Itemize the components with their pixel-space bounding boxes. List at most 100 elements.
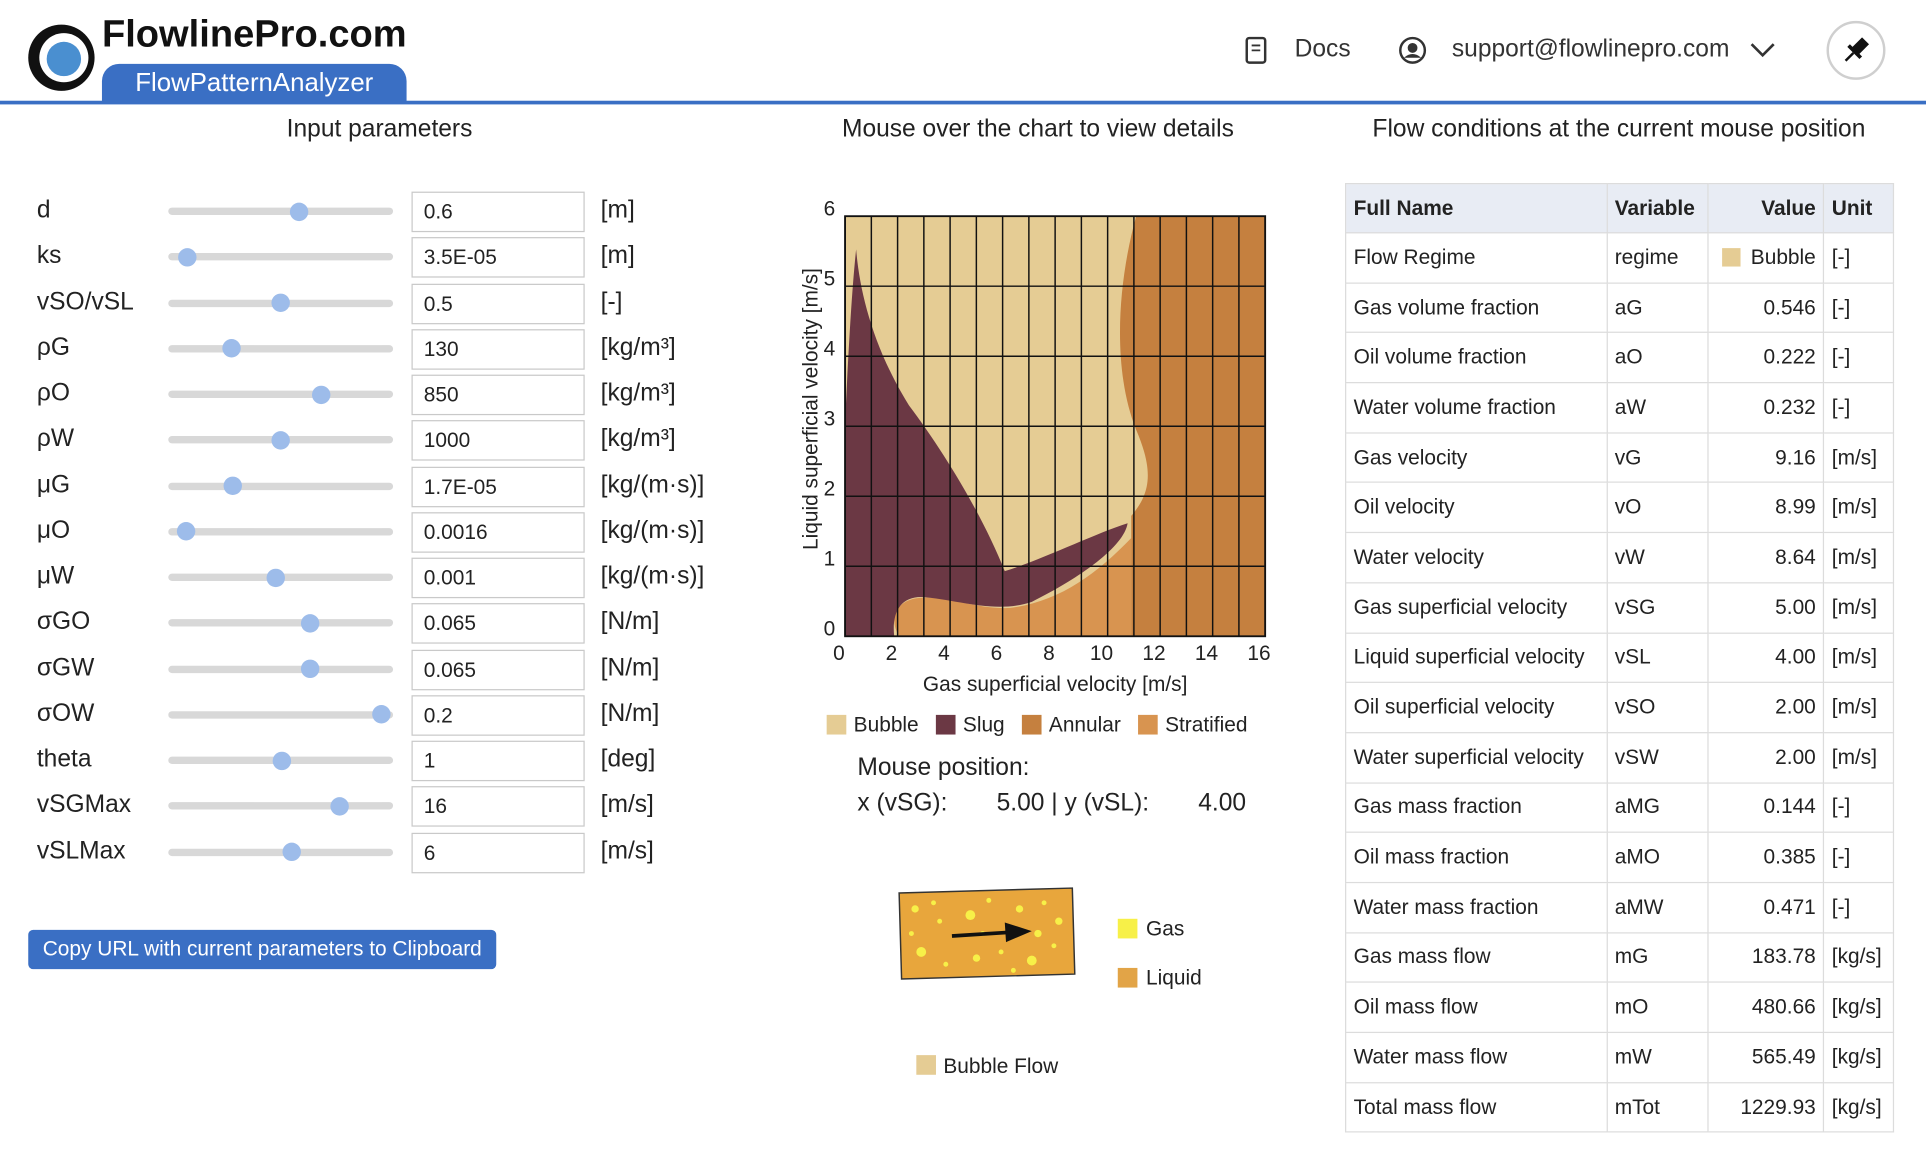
- table-cell: 183.78: [1707, 931, 1825, 984]
- param-unit: [N/m]: [600, 608, 660, 636]
- table-cell: [m/s]: [1823, 731, 1895, 784]
- param-unit: [m]: [600, 196, 635, 224]
- table-row: Gas mass flow mG 183.78 [kg/s]: [1345, 931, 1895, 984]
- slider[interactable]: [168, 527, 394, 536]
- param-input[interactable]: 0.065: [411, 649, 585, 690]
- param-input[interactable]: 130: [411, 328, 585, 370]
- account-link[interactable]: support@flowlinepro.com: [1451, 35, 1730, 63]
- column-header: Value: [1707, 183, 1825, 234]
- slider[interactable]: [168, 253, 394, 261]
- table-cell: aMO: [1606, 831, 1709, 884]
- table-cell: 0.222: [1707, 332, 1825, 384]
- x-tick-label: 0: [833, 642, 845, 665]
- slider[interactable]: [168, 344, 394, 353]
- slider-thumb[interactable]: [371, 705, 390, 724]
- column-header: Full Name: [1345, 183, 1608, 234]
- table-cell: [kg/s]: [1823, 1081, 1895, 1133]
- slider-thumb[interactable]: [222, 476, 242, 496]
- slider[interactable]: [168, 802, 394, 810]
- table-cell: vSG: [1606, 581, 1709, 634]
- slider-thumb[interactable]: [221, 339, 241, 358]
- param-input[interactable]: 0.5: [411, 283, 585, 324]
- slider-thumb[interactable]: [270, 293, 290, 312]
- table-cell: mW: [1606, 1031, 1709, 1083]
- slider[interactable]: [168, 710, 394, 719]
- slider-thumb[interactable]: [177, 247, 196, 267]
- slider-thumb[interactable]: [176, 522, 195, 541]
- slider[interactable]: [168, 619, 394, 627]
- table-cell: 480.66: [1707, 981, 1825, 1034]
- slider[interactable]: [168, 665, 394, 673]
- y-tick-label: 4: [824, 338, 836, 361]
- table-row: Gas superficial velocity vSG 5.00 [m/s]: [1345, 581, 1895, 634]
- param-input[interactable]: 0.001: [411, 557, 585, 599]
- table-cell: [-]: [1823, 881, 1895, 934]
- slider-thumb[interactable]: [265, 568, 285, 587]
- column-header: Unit: [1823, 183, 1895, 234]
- param-unit: [deg]: [600, 745, 656, 773]
- slider-thumb[interactable]: [281, 842, 301, 862]
- table-cell: [-]: [1823, 232, 1895, 284]
- param-unit: [N/m]: [600, 699, 660, 727]
- param-input[interactable]: 850: [411, 374, 585, 416]
- param-input[interactable]: 0.2: [411, 694, 585, 736]
- param-label: vSO/vSL: [36, 288, 134, 316]
- param-input[interactable]: 3.5E-05: [411, 237, 585, 278]
- param-input[interactable]: 0.0016: [411, 511, 585, 553]
- slider[interactable]: [168, 482, 394, 490]
- table-cell: 2.00: [1707, 681, 1825, 734]
- param-input[interactable]: 1.7E-05: [411, 466, 585, 507]
- table-cell: Water mass flow: [1345, 1031, 1608, 1083]
- table-cell: aG: [1606, 282, 1709, 334]
- plot-border: [844, 215, 1267, 638]
- param-unit: [m/s]: [600, 791, 654, 819]
- slider-thumb[interactable]: [300, 659, 319, 679]
- table-cell: vSO: [1606, 681, 1709, 734]
- docs-icon[interactable]: [1243, 36, 1270, 65]
- legend-label: Slug: [963, 713, 1005, 736]
- param-unit: [m]: [600, 242, 635, 270]
- table-cell: Water volume fraction: [1345, 382, 1608, 434]
- table-row: Oil velocity vO 8.99 [m/s]: [1345, 482, 1895, 534]
- slider[interactable]: [168, 390, 394, 398]
- slider-thumb[interactable]: [300, 613, 319, 633]
- copy-url-button[interactable]: Copy URL with current parameters to Clip…: [28, 929, 497, 970]
- y-tick-label: 3: [824, 408, 836, 431]
- slider[interactable]: [168, 207, 394, 215]
- chart-title: Mouse over the chart to view details: [841, 115, 1234, 143]
- legend-label: Bubble: [854, 713, 919, 736]
- conditions-title: Flow conditions at the current mouse pos…: [1372, 115, 1866, 143]
- y-label: y (vSL):: [1064, 789, 1150, 817]
- settings-button[interactable]: [1825, 20, 1886, 81]
- slider-thumb[interactable]: [289, 202, 308, 221]
- param-input[interactable]: 1: [411, 740, 585, 782]
- slider-thumb[interactable]: [329, 796, 349, 816]
- table-cell: mTot: [1606, 1081, 1709, 1133]
- app-name[interactable]: FlowPatternAnalyzer: [101, 63, 407, 102]
- brand[interactable]: FlowlinePro.com: [101, 12, 407, 56]
- param-unit: [kg/m³]: [600, 425, 676, 453]
- table-cell: [m/s]: [1823, 681, 1895, 734]
- param-label: μO: [36, 516, 71, 544]
- table-cell: 5.00: [1707, 581, 1825, 634]
- table-cell: 2.00: [1707, 731, 1825, 784]
- x-tick-label: 10: [1090, 642, 1113, 665]
- table-cell: Bubble: [1707, 232, 1825, 284]
- param-input[interactable]: 0.065: [411, 603, 585, 644]
- param-label: σGW: [36, 654, 95, 682]
- param-input[interactable]: 16: [411, 786, 585, 827]
- param-input[interactable]: 0.6: [411, 191, 585, 233]
- slider-thumb[interactable]: [270, 430, 290, 450]
- slider[interactable]: [168, 848, 394, 856]
- illustration-label: Gas: [1146, 917, 1184, 940]
- param-unit: [-]: [600, 288, 623, 316]
- account-icon[interactable]: [1398, 36, 1427, 65]
- docs-link[interactable]: Docs: [1294, 35, 1351, 63]
- account-dropdown[interactable]: [1749, 41, 1776, 61]
- table-row: Gas velocity vG 9.16 [m/s]: [1345, 432, 1895, 484]
- logo: [28, 24, 95, 91]
- slider-thumb[interactable]: [311, 385, 330, 404]
- slider-thumb[interactable]: [272, 751, 291, 770]
- param-input[interactable]: 6: [411, 832, 585, 873]
- param-input[interactable]: 1000: [411, 420, 585, 461]
